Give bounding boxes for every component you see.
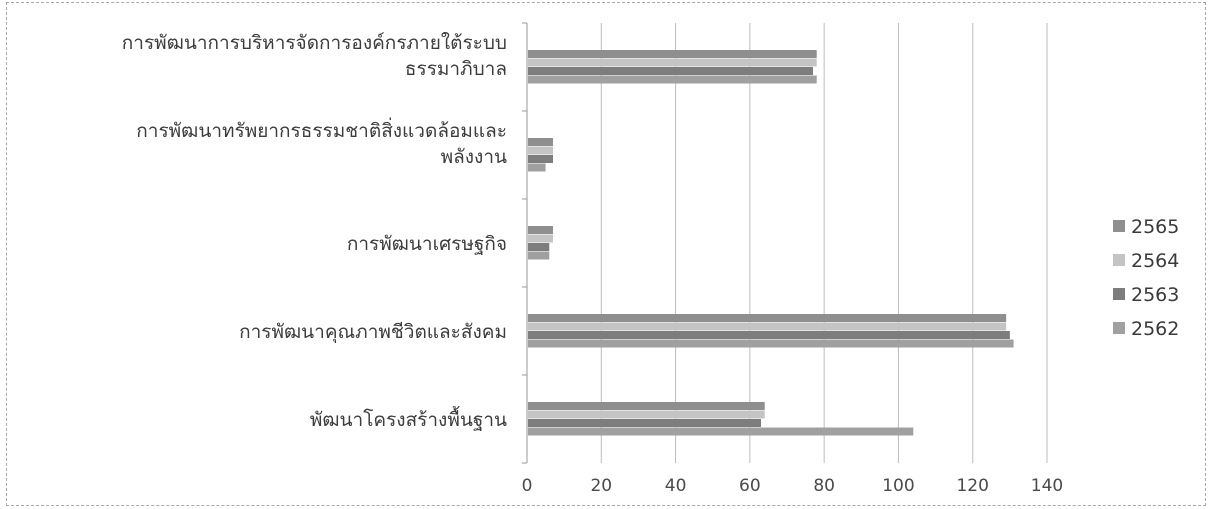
category-label: การพัฒนาการบริหารจัดการองค์กรภายใต้ระบบ xyxy=(122,32,507,54)
bar-2563-cat2 xyxy=(528,243,550,251)
bar-2564-cat1 xyxy=(528,146,553,155)
category-label: ธรรมาภิบาล xyxy=(405,58,507,80)
bar-2565-cat2 xyxy=(528,226,553,234)
bar-2565-cat4 xyxy=(528,402,765,410)
legend-swatch-2565 xyxy=(1113,220,1125,232)
grid-lines xyxy=(600,23,1048,463)
bar-2563-cat3 xyxy=(528,331,1010,339)
bar-2564-cat0 xyxy=(528,58,817,67)
bar-2565-cat1 xyxy=(528,138,553,146)
bar-2562-cat2 xyxy=(528,251,550,260)
x-tick-label: 60 xyxy=(739,476,761,496)
bars xyxy=(528,50,1014,436)
legend-label-2562: 2562 xyxy=(1131,318,1179,340)
legend-swatch-2563 xyxy=(1113,288,1125,300)
category-label: พัฒนาโครงสร้างพื้นฐาน xyxy=(310,406,507,431)
category-label: พลังงาน xyxy=(441,146,507,168)
bar-2564-cat3 xyxy=(528,322,1007,331)
bar-2562-cat4 xyxy=(528,427,914,436)
bar-chart: การพัฒนาการบริหารจัดการองค์กรภายใต้ระบบธ… xyxy=(122,22,1179,496)
category-label: การพัฒนาคุณภาพชีวิตและสังคม xyxy=(239,321,507,344)
x-tick-label: 80 xyxy=(813,476,835,496)
category-labels: การพัฒนาการบริหารจัดการองค์กรภายใต้ระบบธ… xyxy=(122,32,507,431)
bar-2564-cat4 xyxy=(528,410,765,419)
x-tick-label: 120 xyxy=(956,476,988,496)
bar-2565-cat3 xyxy=(528,314,1007,322)
tick-labels: 0 20 40 60 80 100 120 140 xyxy=(522,476,1064,496)
category-label: การพัฒนาเศรษฐกิจ xyxy=(347,233,507,255)
bar-2563-cat4 xyxy=(528,419,761,427)
x-tick-label: 40 xyxy=(665,476,687,496)
legend-label-2565: 2565 xyxy=(1131,216,1179,238)
bar-2562-cat0 xyxy=(528,75,817,84)
legend-swatch-2562 xyxy=(1113,322,1125,334)
bar-2563-cat1 xyxy=(528,155,553,163)
bar-2564-cat2 xyxy=(528,234,553,243)
x-tick-label: 0 xyxy=(522,476,533,496)
x-tick-label: 100 xyxy=(882,476,914,496)
legend-label-2564: 2564 xyxy=(1131,250,1179,272)
bar-2562-cat3 xyxy=(528,339,1014,348)
x-tick-label: 140 xyxy=(1031,476,1063,496)
legend-label-2563: 2563 xyxy=(1131,284,1179,306)
bar-2565-cat0 xyxy=(528,50,817,58)
bar-2562-cat1 xyxy=(528,163,546,172)
chart-frame: การพัฒนาการบริหารจัดการองค์กรภายใต้ระบบธ… xyxy=(6,2,1206,506)
bar-2563-cat0 xyxy=(528,67,813,75)
x-tick-label: 20 xyxy=(590,476,612,496)
axes xyxy=(522,22,528,464)
category-label: การพัฒนาทรัพยากรธรรมชาติสิ่งแวดล้อมและ xyxy=(136,117,507,142)
legend-swatch-2564 xyxy=(1113,254,1125,266)
legend: 2565 2564 2563 2562 xyxy=(1113,216,1179,340)
